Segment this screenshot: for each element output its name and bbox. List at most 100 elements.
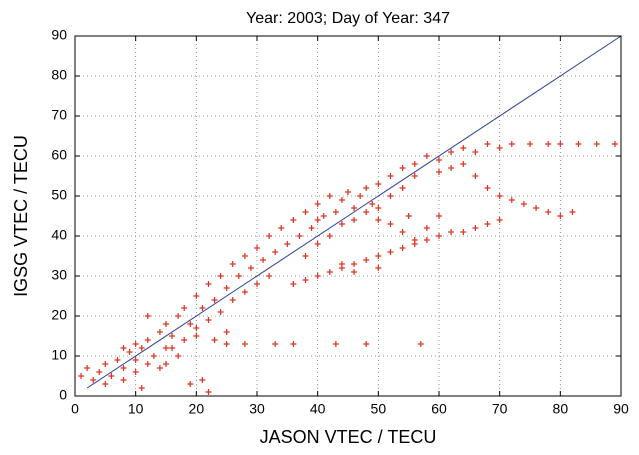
point [150,353,157,359]
point [108,373,115,379]
point [496,193,503,199]
point [411,237,418,243]
point [272,249,279,255]
x-tick-label: 90 [613,401,629,417]
point [241,341,248,347]
point [96,369,103,375]
point [126,349,133,355]
point [448,165,455,171]
point [120,377,127,383]
x-tick-label: 60 [431,401,447,417]
point [302,277,309,283]
y-tick-label: 30 [51,267,67,283]
point [411,173,418,179]
x-tick-label: 80 [553,401,569,417]
x-tick-label: 50 [371,401,387,417]
point [357,193,364,199]
x-tick-label: 10 [128,401,144,417]
point [545,209,552,215]
plot-frame [74,35,622,397]
point [308,225,315,231]
point [508,197,515,203]
point [387,249,394,255]
point [436,169,442,175]
point [156,365,163,371]
point [460,161,467,167]
point [144,361,151,367]
point [363,209,370,215]
point [351,261,358,267]
point [272,341,279,347]
point [338,197,345,203]
point [320,213,327,219]
point [399,165,406,171]
point [399,229,406,235]
point [217,309,224,315]
point [557,141,564,147]
point [193,325,200,331]
point [205,281,212,287]
point [102,381,109,387]
x-tick-label: 30 [249,401,265,417]
x-axis-label: JASON VTEC / TECU [260,427,437,447]
point [260,257,267,263]
point [84,365,91,371]
point [332,209,339,215]
point [545,141,552,147]
point [569,209,576,215]
point [223,285,230,291]
point [229,297,236,303]
point [436,213,442,219]
point [363,185,370,191]
y-tick-label: 20 [51,307,67,323]
point [302,253,309,259]
point [472,225,479,231]
point [211,297,218,303]
x-tick-label: 20 [189,401,205,417]
y-tick-label: 70 [51,107,67,123]
y-tick-label: 60 [51,147,67,163]
point [247,265,254,271]
point [114,357,121,363]
point [423,237,430,243]
point [405,213,412,219]
point [484,185,491,191]
point [575,141,582,147]
point [472,149,479,155]
point [436,157,442,163]
y-tick-label: 40 [51,227,67,243]
point [314,241,321,247]
point [223,329,230,335]
point [120,365,127,371]
point [351,217,358,223]
point [314,201,321,207]
y-tick-label: 90 [51,27,67,43]
point [460,145,467,151]
point [144,337,151,343]
point [193,293,200,299]
point [205,389,212,395]
point [533,205,540,211]
point [169,333,176,339]
point [199,377,206,383]
point [351,205,358,211]
point [387,193,394,199]
point [132,357,139,363]
point [120,345,127,351]
point [284,241,291,247]
point [460,229,467,235]
point [326,233,333,239]
point [387,221,394,227]
reference-line [86,35,622,389]
point [241,253,248,259]
point [508,141,515,147]
point [290,217,297,223]
y-tick-label: 0 [59,387,67,403]
point [326,269,333,275]
point [102,361,109,367]
point [229,261,236,267]
point [278,225,285,231]
point [296,233,303,239]
point [611,141,618,147]
